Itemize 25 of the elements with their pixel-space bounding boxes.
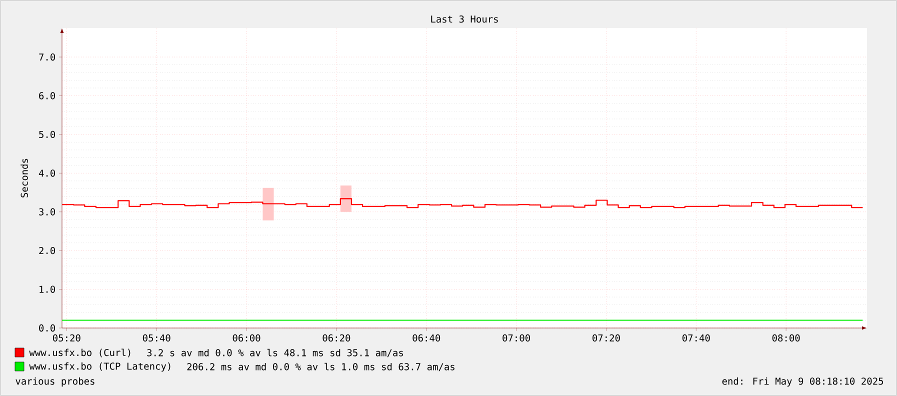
x-tick-label: 05:40 [142, 334, 170, 342]
x-tick-label: 06:00 [232, 334, 260, 342]
legend-label: www.usfx.bo (TCP Latency) [29, 362, 170, 372]
x-tick-label: 07:00 [502, 334, 530, 342]
x-tick-label: 06:20 [322, 334, 350, 342]
y-tick-label: 4.0 [38, 170, 56, 177]
chart-title: Last 3 Hours [431, 15, 498, 23]
y-tick-label: 1.0 [40, 286, 56, 293]
y-tick-label: 3.0 [39, 208, 56, 216]
y-axis-title: Seconds [20, 158, 28, 198]
x-tick-label: 05:20 [52, 334, 80, 342]
y-tick-label: 0.0 [39, 324, 56, 332]
text: various probes [16, 377, 94, 387]
text: 3.2 s av md 0.0 % av ls 48.1 ms sd 35.1 am/as [147, 348, 403, 358]
x-tick-label: 06:40 [412, 334, 440, 342]
x-tick-label: 08:00 [772, 334, 800, 342]
y-tick-label: 7.0 [39, 53, 56, 61]
x-tick-label: 07:20 [592, 334, 620, 342]
y-tick-label: 2.0 [39, 246, 56, 254]
text: end: Fri May 9 08:18:10 2025 [722, 377, 884, 387]
text: 206.2 ms av md 0.0 % av ls 1.0 ms sd 63.7 am/as [187, 362, 454, 372]
y-tick-label: 5.0 [39, 130, 56, 138]
legend-label: www.usfx.bo (Curl) [29, 348, 130, 358]
x-tick-label: 07:40 [682, 334, 710, 342]
y-tick-label: 6.0 [39, 92, 56, 100]
